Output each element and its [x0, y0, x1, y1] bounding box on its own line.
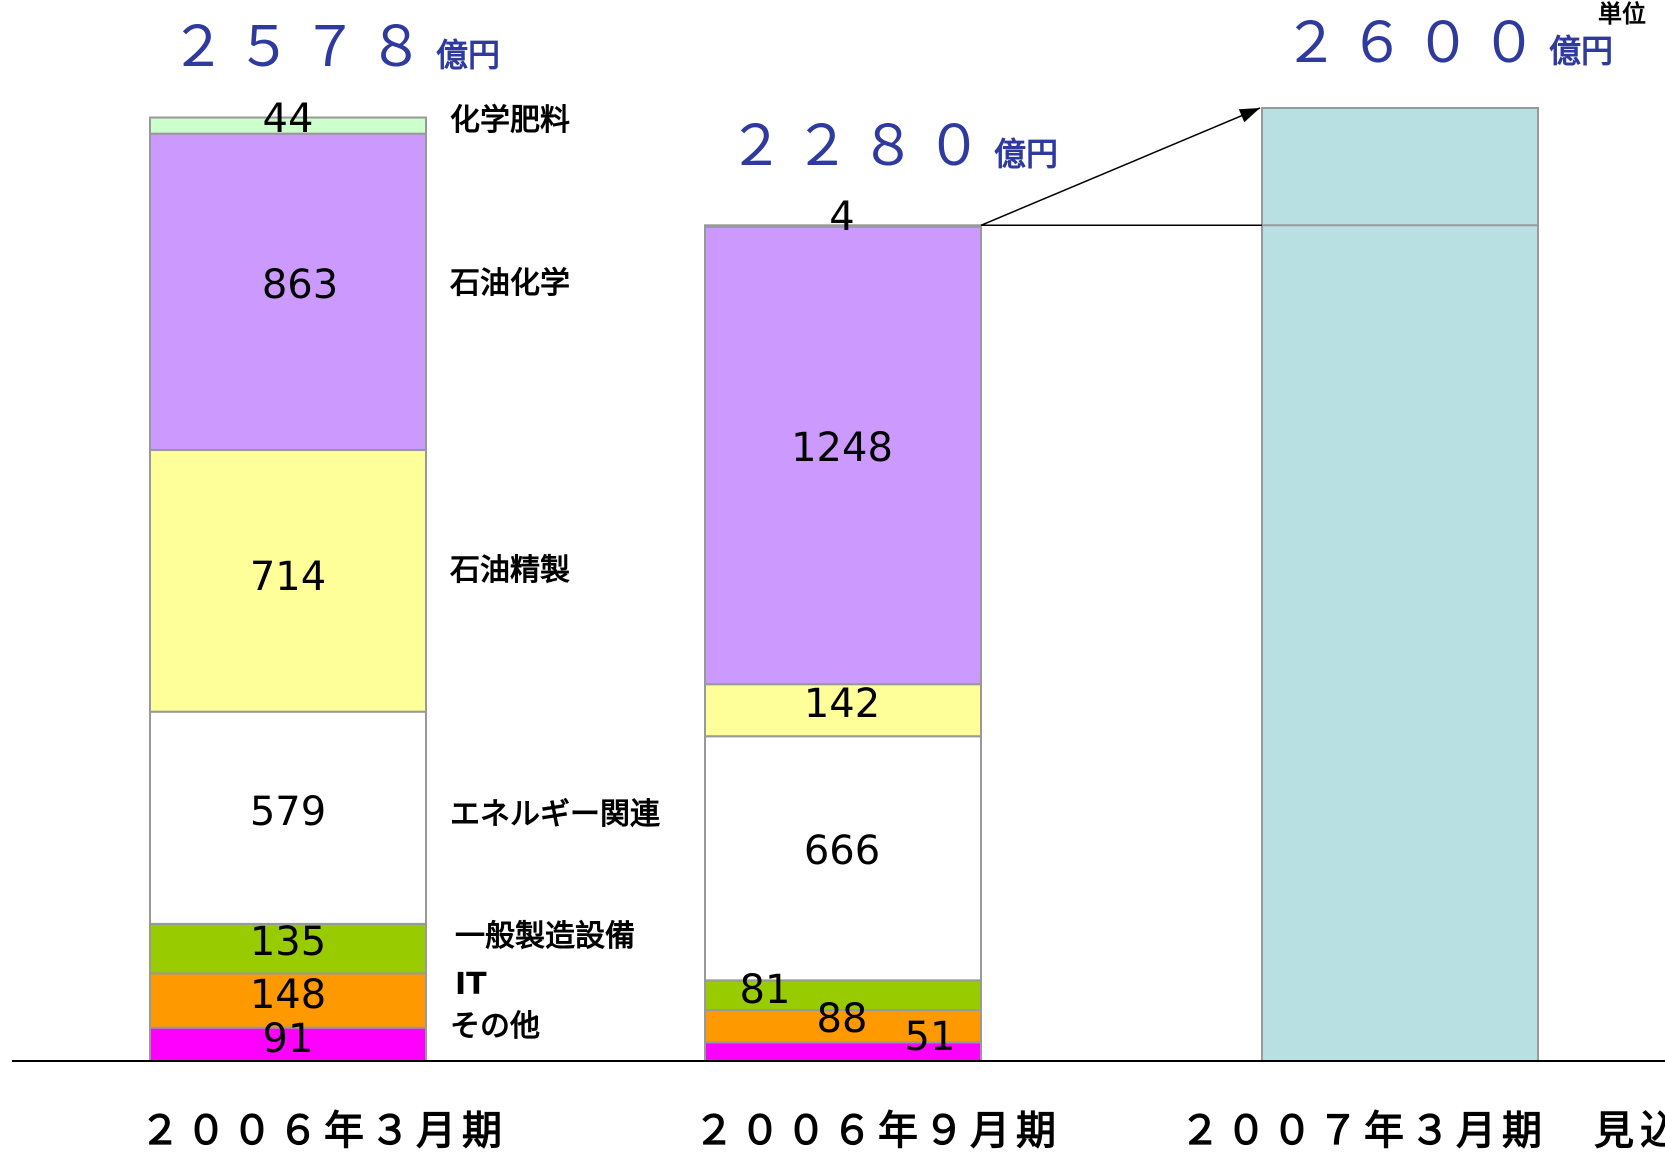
category-label: その他	[450, 1009, 540, 1044]
category-label: IT	[455, 967, 487, 1002]
total-unit: 億円	[994, 135, 1058, 173]
data-label: 714	[250, 554, 326, 600]
total-unit: 億円	[436, 36, 500, 74]
data-label: 666	[804, 828, 880, 874]
unit-label: 単位	[1598, 0, 1646, 28]
data-label: 4	[829, 194, 854, 240]
category-label: 石油精製	[449, 553, 570, 588]
data-label: 863	[262, 262, 338, 308]
category-label: 一般製造設備	[455, 919, 635, 954]
data-label: 135	[250, 919, 326, 965]
data-label: 44	[263, 96, 314, 142]
data-label: 88	[817, 996, 868, 1042]
data-label: 1248	[791, 425, 893, 471]
category-label: エネルギー関連	[450, 797, 661, 832]
total-value: ２６００	[1283, 11, 1547, 76]
data-label: 51	[905, 1014, 956, 1060]
x-labels-group: ２００６年３月期 ２００６年９月期 ２００７年３月期 見込	[140, 1108, 1665, 1152]
forecast-bar	[1262, 108, 1538, 1061]
bars-group	[150, 108, 1538, 1061]
data-label: 148	[250, 972, 326, 1018]
data-label: 579	[250, 789, 326, 835]
category-label: 石油化学	[449, 266, 570, 301]
total-unit: 億円	[1549, 32, 1613, 70]
data-label: 142	[804, 681, 880, 727]
data-label: 81	[740, 967, 791, 1013]
total-value: ２２８０	[728, 114, 992, 179]
x-axis-label: ２００６年９月期	[694, 1108, 1062, 1152]
x-axis-label: ２００６年３月期	[140, 1108, 508, 1152]
category-label: 化学肥料	[450, 103, 570, 138]
data-label: 91	[263, 1016, 314, 1062]
growth-arrow-head	[1239, 108, 1260, 122]
x-axis-label: ２００７年３月期 見込	[1180, 1108, 1665, 1152]
total-value: ２５７８	[170, 15, 434, 80]
